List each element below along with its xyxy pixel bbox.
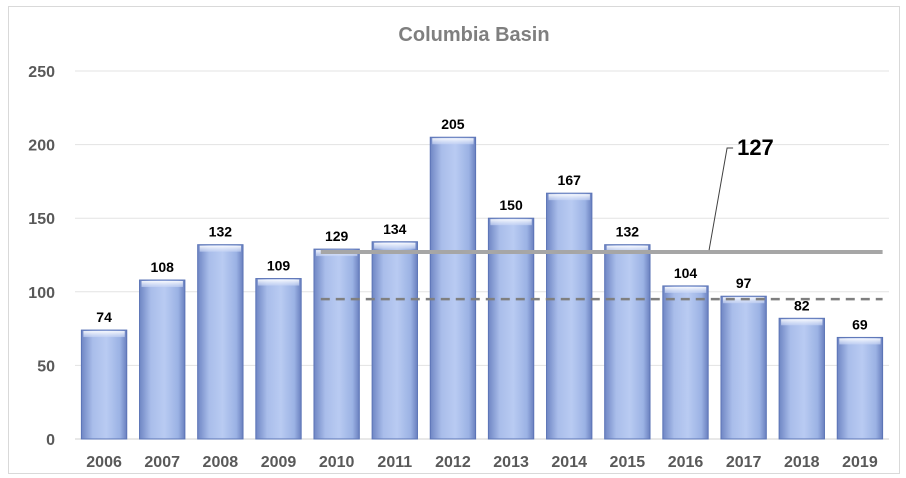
chart-frame: Columbia Basin 0 50 100 150 200 250 127 74 108…: [8, 6, 900, 474]
bar: [255, 278, 302, 440]
x-tick-label: 2016: [668, 454, 704, 471]
x-tick-label: 2017: [726, 454, 762, 471]
bar-highlight: [781, 319, 823, 326]
bar-chart: Columbia Basin 0 50 100 150 200 250 127 74 108…: [28, 24, 889, 471]
data-label: 134: [383, 221, 407, 237]
bar: [546, 192, 593, 440]
x-tick-label: 2006: [86, 454, 122, 471]
bar-2008: [197, 244, 244, 440]
bar: [720, 295, 767, 440]
average-callout-label: 127: [737, 135, 774, 160]
bar-highlight: [257, 279, 300, 286]
gridlines: [75, 70, 889, 440]
bar-highlight: [839, 338, 881, 345]
x-tick-label: 2012: [435, 454, 471, 471]
bar-highlight: [199, 245, 242, 252]
data-label: 74: [96, 309, 112, 325]
bar-2011: [371, 241, 418, 440]
bar-2012: [429, 136, 477, 440]
y-tick-label: 250: [28, 64, 55, 81]
x-tick-label: 2007: [144, 454, 180, 471]
y-tick-label: 150: [28, 211, 55, 228]
bar-2006: [80, 329, 128, 440]
x-tick-label: 2015: [610, 454, 646, 471]
data-label: 97: [736, 275, 752, 291]
bar: [80, 329, 128, 440]
bar: [778, 317, 825, 440]
x-tick-label: 2013: [493, 454, 529, 471]
reference-lines: 127: [320, 135, 883, 301]
x-tick-label: 2014: [551, 454, 587, 471]
x-tick-label: 2009: [261, 454, 297, 471]
bar: [662, 285, 709, 440]
bar-highlight: [83, 331, 125, 338]
bar-highlight: [141, 281, 183, 288]
bar-highlight: [548, 194, 590, 201]
data-label: 69: [852, 316, 868, 332]
x-tick-label: 2019: [842, 454, 878, 471]
bar-2010: [313, 248, 360, 440]
data-label: 109: [267, 258, 291, 274]
bar: [604, 244, 651, 440]
data-label: 167: [558, 172, 582, 188]
bar-2015: [604, 244, 651, 440]
y-tick-label: 0: [46, 432, 55, 449]
y-tick-label: 200: [28, 138, 55, 155]
data-label: 132: [616, 224, 640, 240]
bar: [836, 336, 884, 440]
bar-2009: [255, 278, 302, 440]
y-tick-label: 50: [37, 358, 55, 375]
bar: [197, 244, 244, 440]
data-labels: 74 108 132 109 129 134 205 150 167 132 104 97 82 69: [96, 116, 868, 332]
bar-highlight: [606, 245, 649, 252]
y-axis: 0 50 100 150 200 250: [28, 64, 55, 449]
x-tick-label: 2011: [377, 454, 412, 471]
bar: [487, 217, 535, 440]
bar-highlight: [432, 138, 474, 145]
bar: [313, 248, 360, 440]
data-label: 132: [209, 224, 233, 240]
bar-2018: [778, 317, 825, 440]
bar-2016: [662, 285, 709, 440]
x-tick-label: 2018: [784, 454, 820, 471]
y-tick-label: 100: [28, 285, 55, 302]
data-label: 104: [674, 265, 698, 281]
x-tick-label: 2008: [203, 454, 239, 471]
chart-title: Columbia Basin: [398, 24, 549, 46]
bar: [139, 279, 186, 440]
data-label: 205: [441, 116, 465, 132]
callout-leader-line: [708, 147, 734, 251]
x-tick-label: 2010: [319, 454, 355, 471]
data-label: 129: [325, 228, 349, 244]
data-label: 108: [151, 259, 175, 275]
bar-2017: [720, 295, 767, 440]
bar-highlight: [664, 286, 707, 293]
bar-highlight: [374, 242, 416, 249]
bar: [429, 136, 477, 440]
data-label: 82: [794, 297, 810, 313]
bars: [80, 136, 884, 440]
bar-2014: [546, 192, 593, 440]
bar-2013: [487, 217, 535, 440]
bar-2019: [836, 336, 884, 440]
bar-2007: [139, 279, 186, 440]
data-label: 150: [499, 197, 523, 213]
x-axis: 2006 2007 2008 2009 2010 2011 2012 2013 2014 2015…: [86, 454, 878, 471]
bar: [371, 241, 418, 440]
bar-highlight: [490, 219, 532, 226]
